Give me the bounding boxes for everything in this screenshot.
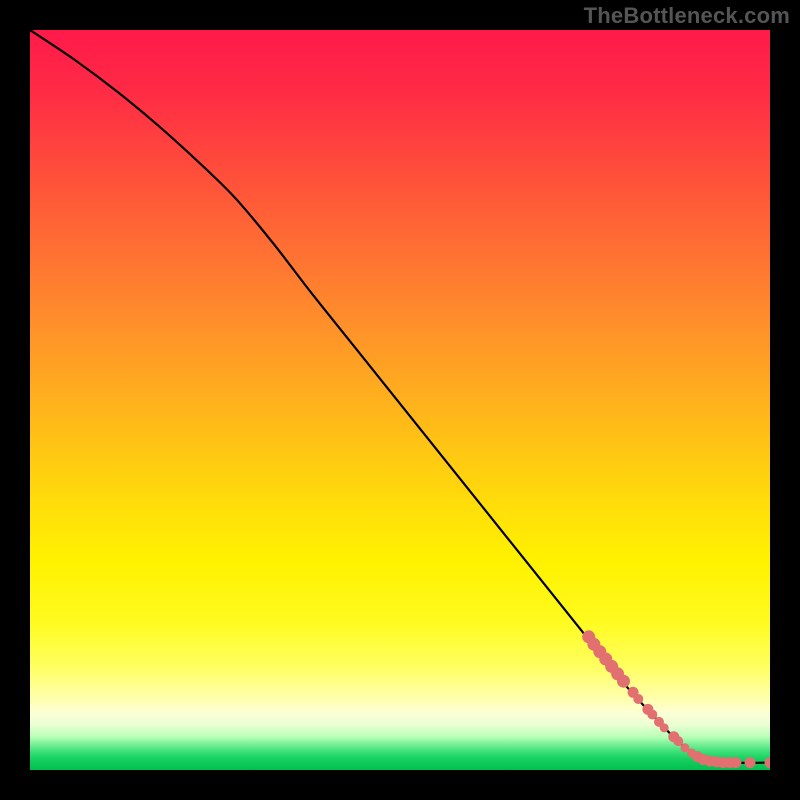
- plot-area: [30, 30, 770, 770]
- chart-svg: [30, 30, 770, 770]
- chart-frame: TheBottleneck.com: [0, 0, 800, 800]
- marker-point: [745, 758, 755, 768]
- marker-point: [660, 724, 668, 732]
- marker-point: [731, 758, 741, 768]
- marker-point: [681, 744, 689, 752]
- marker-point: [765, 758, 770, 768]
- marker-point: [634, 694, 643, 703]
- marker-point: [648, 710, 657, 719]
- watermark-text: TheBottleneck.com: [584, 3, 790, 29]
- marker-point: [674, 737, 683, 746]
- marker-point: [617, 675, 629, 687]
- curve-line: [30, 30, 770, 763]
